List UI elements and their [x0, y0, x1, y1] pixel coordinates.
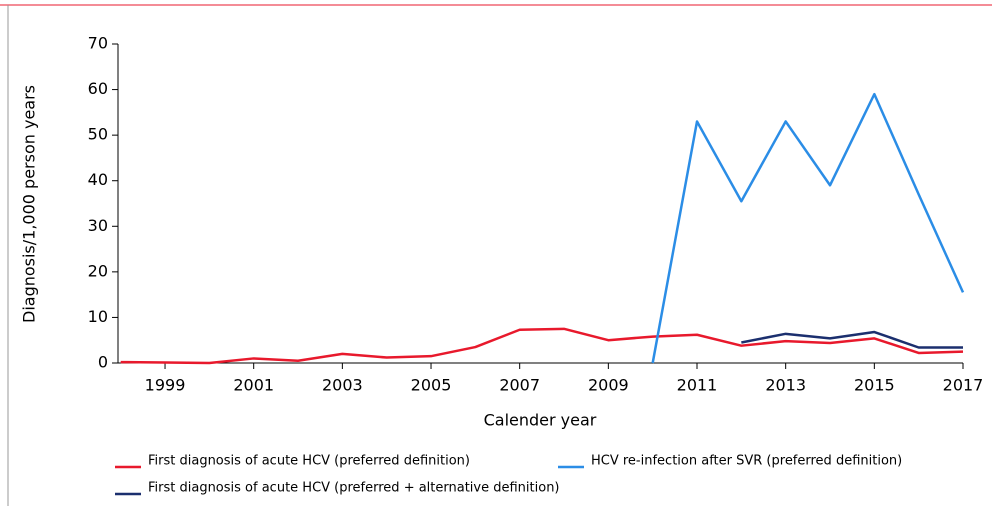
- y-axis-label: Diagnosis/1,000 person years: [20, 85, 39, 323]
- legend-label: First diagnosis of acute HCV (preferred …: [148, 454, 470, 469]
- y-tick-label: 70: [88, 34, 108, 53]
- y-tick-label: 0: [98, 353, 108, 372]
- y-tick-label: 50: [88, 125, 108, 144]
- x-tick-label: 2007: [499, 376, 540, 395]
- x-tick-label: 2011: [677, 376, 718, 395]
- y-tick-label: 10: [88, 307, 108, 326]
- x-tick-label: 2013: [765, 376, 806, 395]
- series-line: [651, 92, 965, 364]
- legend-label: HCV re-infection after SVR (preferred de…: [591, 454, 902, 469]
- x-tick-label: 1999: [145, 376, 186, 395]
- series-line: [741, 330, 963, 349]
- y-tick-label: 20: [88, 261, 108, 280]
- legend-label: First diagnosis of acute HCV (preferred …: [148, 481, 560, 496]
- x-tick-label: 2015: [854, 376, 895, 395]
- series-line: [120, 327, 964, 365]
- x-tick-label: 2003: [322, 376, 363, 395]
- x-axis-label: Calender year: [484, 411, 597, 430]
- x-tick-label: 2005: [411, 376, 452, 395]
- x-tick-label: 2001: [233, 376, 274, 395]
- y-tick-label: 30: [88, 216, 108, 235]
- y-tick-label: 60: [88, 79, 108, 98]
- x-tick-label: 2017: [943, 376, 984, 395]
- y-tick-label: 40: [88, 170, 108, 189]
- x-tick-label: 2009: [588, 376, 629, 395]
